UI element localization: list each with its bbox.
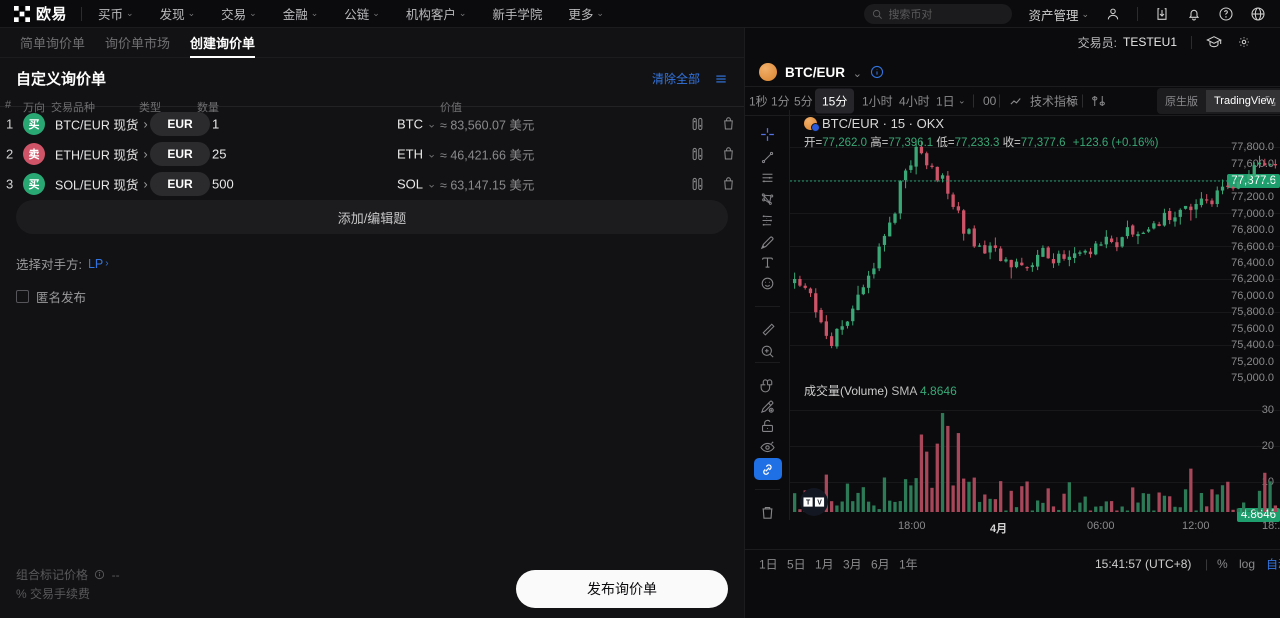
svg-text:V: V [817,499,822,506]
